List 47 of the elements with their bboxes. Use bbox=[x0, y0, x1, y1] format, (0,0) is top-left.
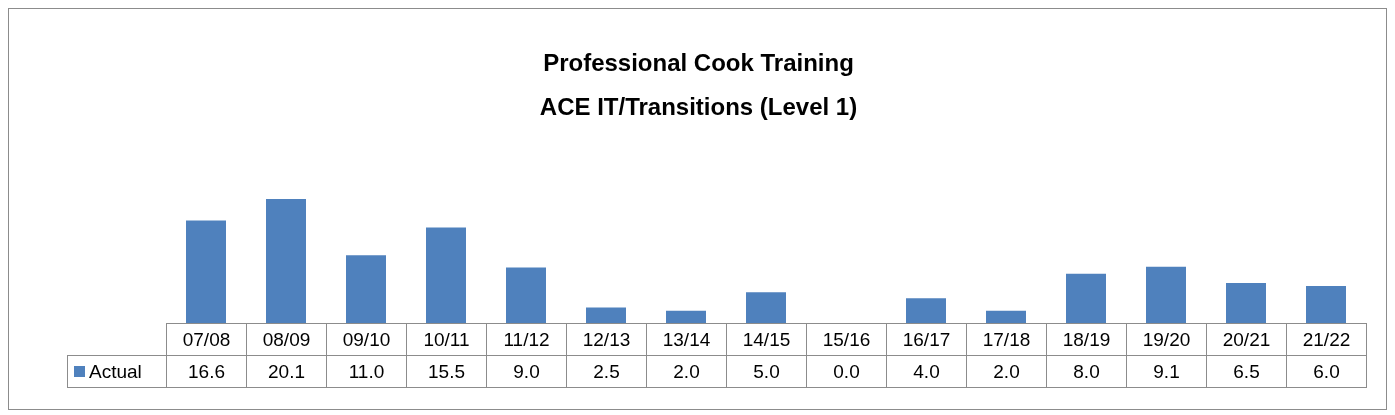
x-tick-label: 07/08 bbox=[166, 323, 247, 356]
x-tick-label: 21/22 bbox=[1286, 323, 1367, 356]
data-label: 15.5 bbox=[406, 355, 487, 388]
x-tick-label: 08/09 bbox=[246, 323, 327, 356]
x-tick-label: 14/15 bbox=[726, 323, 807, 356]
data-label: 5.0 bbox=[726, 355, 807, 388]
data-label: 11.0 bbox=[326, 355, 407, 388]
data-label: 8.0 bbox=[1046, 355, 1127, 388]
bar bbox=[1306, 285, 1346, 323]
data-label: 4.0 bbox=[886, 355, 967, 388]
data-label: 6.0 bbox=[1286, 355, 1367, 388]
data-label: 2.0 bbox=[966, 355, 1047, 388]
bar bbox=[426, 227, 466, 323]
bar bbox=[1066, 273, 1106, 323]
x-tick-label: 12/13 bbox=[566, 323, 647, 356]
x-tick-label: 11/12 bbox=[486, 323, 567, 356]
data-label: 20.1 bbox=[246, 355, 327, 388]
x-tick-label: 20/21 bbox=[1206, 323, 1287, 356]
bar bbox=[746, 292, 786, 323]
chart-title: Professional Cook Training bbox=[542, 48, 855, 78]
bar bbox=[1146, 266, 1186, 323]
legend-label: Actual bbox=[67, 355, 167, 388]
bar bbox=[346, 255, 386, 323]
data-label: 9.1 bbox=[1126, 355, 1207, 388]
bar bbox=[186, 220, 226, 323]
x-tick-label: 10/11 bbox=[406, 323, 487, 356]
bar bbox=[1226, 282, 1266, 323]
x-tick-label: 13/14 bbox=[646, 323, 727, 356]
data-label: 6.5 bbox=[1206, 355, 1287, 388]
data-label: 2.0 bbox=[646, 355, 727, 388]
chart-subtitle: ACE IT/Transitions (Level 1) bbox=[538, 92, 859, 122]
data-label: 16.6 bbox=[166, 355, 247, 388]
x-tick-label: 16/17 bbox=[886, 323, 967, 356]
data-label: 9.0 bbox=[486, 355, 567, 388]
x-tick-label: 18/19 bbox=[1046, 323, 1127, 356]
bar bbox=[266, 199, 306, 323]
x-tick-label: 17/18 bbox=[966, 323, 1047, 356]
bar bbox=[586, 307, 626, 323]
bar bbox=[986, 310, 1026, 323]
bar bbox=[906, 298, 946, 323]
bar bbox=[506, 267, 546, 323]
x-tick-label: 19/20 bbox=[1126, 323, 1207, 356]
bar bbox=[666, 310, 706, 323]
data-label: 0.0 bbox=[806, 355, 887, 388]
x-tick-label: 15/16 bbox=[806, 323, 887, 356]
data-label: 2.5 bbox=[566, 355, 647, 388]
x-tick-label: 09/10 bbox=[326, 323, 407, 356]
